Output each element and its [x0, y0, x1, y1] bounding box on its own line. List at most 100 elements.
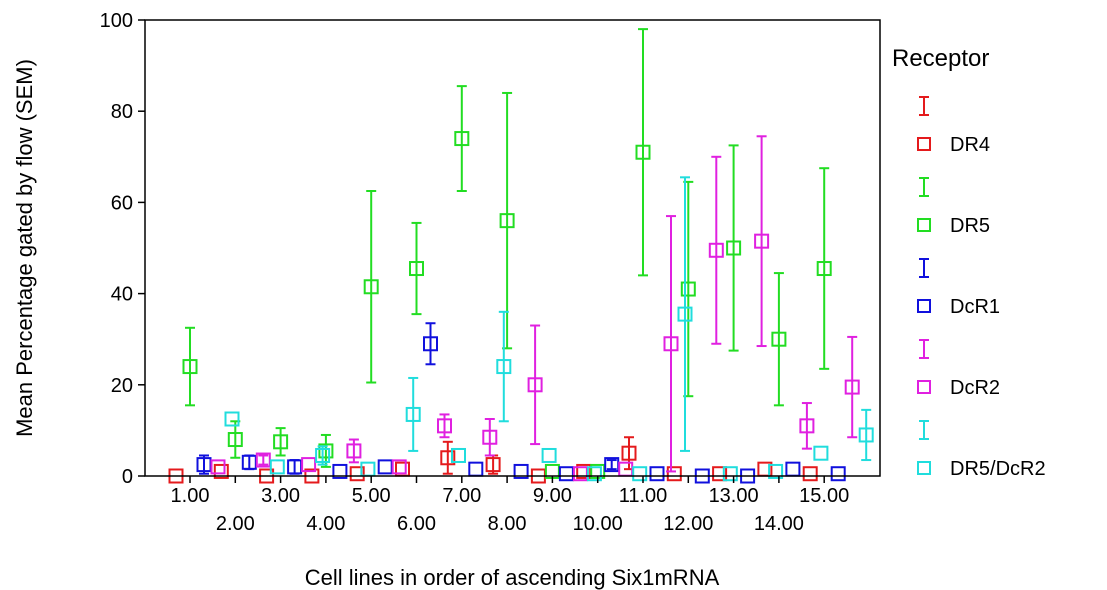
data-point: [363, 279, 379, 295]
data-point: [301, 457, 317, 473]
data-point: [269, 459, 285, 475]
data-point: [468, 461, 484, 477]
data-point: [844, 379, 860, 395]
data-point: [423, 336, 438, 352]
data-point: [754, 233, 770, 249]
x-tick-label: 8.00: [488, 513, 527, 535]
data-point: [224, 411, 240, 427]
x-tick-label: 4.00: [306, 513, 345, 535]
data-point: [785, 461, 801, 477]
x-tick-label: 6.00: [397, 513, 436, 535]
series-dcr1: [196, 322, 846, 484]
data-point: [496, 359, 512, 375]
data-point: [722, 466, 738, 482]
legend-title: Receptor: [892, 45, 989, 72]
data-point: [830, 466, 846, 482]
data-point: [440, 450, 456, 466]
legend-label-dr5: DR5: [950, 215, 990, 237]
x-axis-title: Cell lines in order of ascending Six1mRN…: [305, 565, 720, 590]
legend: Receptor DR4 DR5 DcR1 DcR2 DR5/DcR2: [892, 45, 1046, 480]
legend-marker-dr4: [917, 137, 931, 151]
data-point: [621, 445, 637, 461]
legend-label-dcr2: DcR2: [950, 377, 1000, 399]
data-point: [649, 466, 665, 482]
y-tick-label: 80: [111, 101, 133, 123]
y-tick-label: 20: [111, 375, 133, 397]
data-point: [346, 443, 362, 459]
data-point: [813, 445, 829, 461]
data-point: [677, 306, 693, 322]
legend-label-dr4: DR4: [950, 134, 990, 156]
x-axis: 1.00 2.00 3.00 4.00 5.00 6.00 7.00 8.00 9.0010.0…: [171, 476, 849, 535]
data-point: [635, 144, 651, 160]
data-point: [541, 447, 557, 463]
data-point: [409, 261, 424, 277]
x-tick-label: 1.00: [171, 485, 210, 507]
x-tick-label: 14.00: [754, 513, 804, 535]
data-point: [708, 242, 724, 258]
legend-marker-dcr2: [917, 380, 931, 394]
data-point: [663, 336, 679, 352]
legend-marker-dr5: [917, 218, 931, 232]
plot-layer: [168, 28, 874, 484]
x-tick-label: 12.00: [663, 513, 713, 535]
data-point: [712, 466, 728, 482]
y-tick-label: 0: [122, 466, 133, 488]
data-point: [768, 463, 784, 479]
data-point: [802, 466, 818, 482]
x-tick-label: 13.00: [709, 485, 759, 507]
y-axis-title: Mean Percentage gated by flow (SEM): [12, 59, 37, 437]
data-point: [377, 459, 393, 475]
data-point: [858, 427, 874, 443]
data-point: [451, 447, 466, 463]
data-point: [771, 331, 787, 347]
plot-frame: [144, 19, 881, 477]
data-point: [332, 463, 348, 479]
data-point: [558, 466, 574, 482]
x-tick-label: 15.00: [799, 485, 849, 507]
data-point: [485, 457, 501, 473]
y-tick-label: 100: [100, 10, 133, 32]
data-point: [586, 466, 602, 482]
data-point: [454, 131, 470, 147]
legend-label-dr5-dcr2: DR5/DcR2: [950, 458, 1046, 480]
x-tick-label: 7.00: [442, 485, 481, 507]
y-axis: 0 20 40 60 80 100: [100, 10, 145, 488]
x-tick-label: 10.00: [573, 513, 623, 535]
data-point: [799, 418, 815, 434]
data-point: [437, 418, 452, 434]
data-point: [527, 377, 543, 393]
data-point: [816, 261, 832, 277]
data-point: [726, 240, 742, 256]
data-point: [680, 281, 696, 297]
series-dcr2: [210, 135, 860, 482]
data-point: [318, 443, 334, 459]
data-point: [315, 447, 331, 463]
y-tick-label: 60: [111, 192, 133, 214]
x-tick-label: 2.00: [216, 513, 255, 535]
series-dr5: [182, 28, 832, 479]
y-tick-label: 40: [111, 284, 133, 306]
legend-marker-dcr1: [917, 299, 931, 313]
x-tick-label: 3.00: [261, 485, 300, 507]
data-point: [210, 459, 226, 475]
data-point: [499, 213, 515, 229]
data-point: [632, 466, 648, 482]
data-point: [391, 459, 407, 475]
data-point: [182, 359, 198, 375]
data-point: [405, 406, 421, 422]
data-point: [349, 466, 365, 482]
x-tick-label: 5.00: [352, 485, 391, 507]
legend-marker-dr5-dcr2: [917, 461, 931, 475]
data-point: [513, 463, 529, 479]
x-tick-label: 11.00: [619, 485, 668, 507]
data-point: [666, 466, 682, 482]
legend-label-dcr1: DcR1: [950, 296, 1000, 318]
data-point: [227, 432, 243, 448]
series-dr5-dcr2: [224, 176, 874, 482]
data-point: [482, 429, 498, 445]
x-tick-label: 9.00: [533, 485, 572, 507]
data-point: [213, 463, 229, 479]
data-point: [273, 434, 289, 450]
